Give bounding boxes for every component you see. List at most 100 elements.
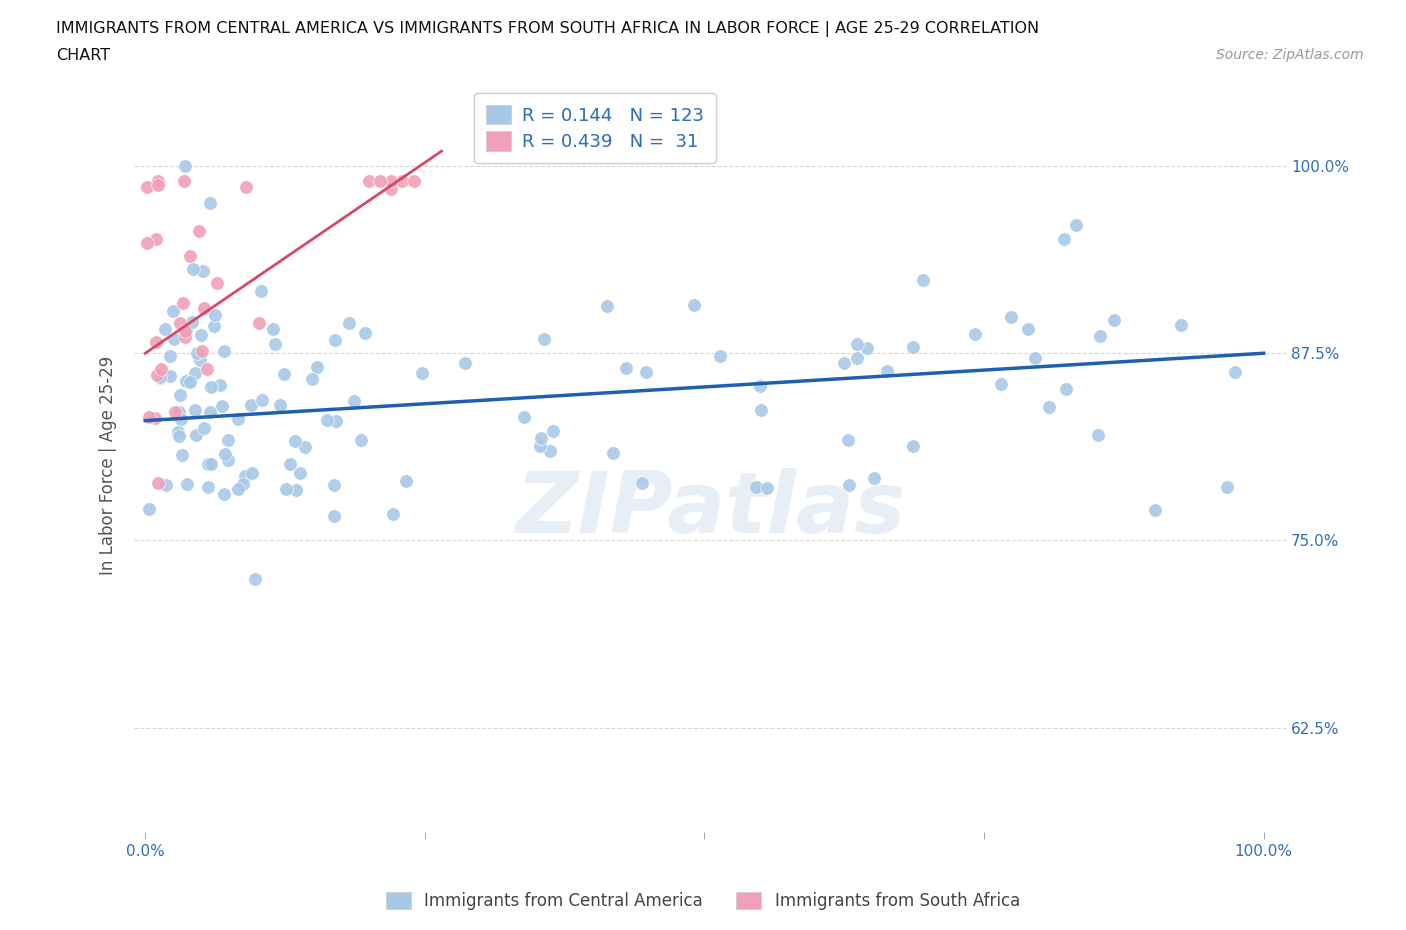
Point: [217, 432, 239, 447]
Point: [322, 477, 344, 492]
Point: [143, 410, 166, 425]
Point: [179, 248, 201, 263]
Point: [290, 466, 312, 481]
Point: [454, 356, 477, 371]
Point: [165, 405, 187, 419]
Point: [876, 364, 898, 379]
Point: [349, 432, 371, 447]
Point: [204, 307, 226, 322]
Point: [402, 174, 425, 189]
Point: [262, 322, 284, 337]
Point: [709, 348, 731, 363]
Point: [170, 412, 193, 427]
Point: [169, 387, 191, 402]
Point: [294, 440, 316, 455]
Point: [214, 446, 236, 461]
Point: [1223, 364, 1246, 379]
Point: [1053, 232, 1076, 246]
Point: [226, 482, 249, 497]
Point: [184, 428, 207, 443]
Point: [190, 327, 212, 342]
Point: [145, 335, 167, 350]
Point: [208, 378, 231, 392]
Point: [1102, 312, 1125, 327]
Point: [284, 482, 307, 497]
Point: [200, 379, 222, 394]
Point: [174, 330, 197, 345]
Point: [846, 337, 869, 352]
Point: [226, 411, 249, 426]
Point: [163, 332, 186, 347]
Point: [149, 362, 172, 377]
Point: [357, 174, 380, 189]
Point: [381, 507, 404, 522]
Point: [305, 360, 328, 375]
Point: [1144, 502, 1167, 517]
Point: [153, 322, 176, 337]
Point: [1038, 399, 1060, 414]
Point: [138, 501, 160, 516]
Point: [179, 375, 201, 390]
Point: [232, 476, 254, 491]
Point: [602, 445, 624, 460]
Point: [174, 374, 197, 389]
Point: [200, 457, 222, 472]
Point: [148, 174, 170, 189]
Point: [200, 405, 222, 419]
Point: [200, 195, 222, 210]
Point: [212, 343, 235, 358]
Point: [250, 284, 273, 299]
Point: [343, 393, 366, 408]
Point: [191, 263, 214, 278]
Text: Source: ZipAtlas.com: Source: ZipAtlas.com: [1216, 48, 1364, 62]
Point: [205, 275, 228, 290]
Point: [1024, 351, 1046, 365]
Point: [411, 365, 433, 380]
Point: [683, 298, 706, 312]
Point: [159, 369, 181, 384]
Point: [855, 340, 877, 355]
Point: [541, 423, 564, 438]
Point: [252, 393, 274, 408]
Point: [240, 398, 263, 413]
Point: [176, 476, 198, 491]
Point: [325, 413, 347, 428]
Point: [233, 469, 256, 484]
Point: [912, 272, 935, 287]
Point: [301, 371, 323, 386]
Point: [749, 403, 772, 418]
Point: [243, 572, 266, 587]
Point: [269, 397, 291, 412]
Point: [1066, 218, 1088, 232]
Point: [513, 409, 536, 424]
Point: [136, 179, 159, 194]
Point: [284, 433, 307, 448]
Point: [274, 481, 297, 496]
Point: [901, 339, 924, 354]
Point: [180, 315, 202, 330]
Point: [166, 424, 188, 439]
Point: [630, 475, 652, 490]
Point: [745, 480, 768, 495]
Point: [395, 474, 418, 489]
Point: [1054, 382, 1077, 397]
Point: [173, 174, 195, 189]
Point: [145, 232, 167, 246]
Point: [530, 431, 553, 445]
Point: [235, 179, 257, 194]
Point: [614, 361, 637, 376]
Point: [837, 432, 859, 447]
Point: [278, 457, 301, 472]
Point: [169, 429, 191, 444]
Text: IMMIGRANTS FROM CENTRAL AMERICA VS IMMIGRANTS FROM SOUTH AFRICA IN LABOR FORCE |: IMMIGRANTS FROM CENTRAL AMERICA VS IMMIG…: [56, 21, 1039, 37]
Point: [188, 352, 211, 367]
Point: [1216, 479, 1239, 494]
Point: [169, 405, 191, 419]
Point: [197, 457, 219, 472]
Point: [146, 178, 169, 193]
Point: [149, 369, 172, 384]
Point: [172, 295, 194, 310]
Point: [636, 365, 658, 379]
Point: [832, 355, 855, 370]
Point: [174, 324, 197, 339]
